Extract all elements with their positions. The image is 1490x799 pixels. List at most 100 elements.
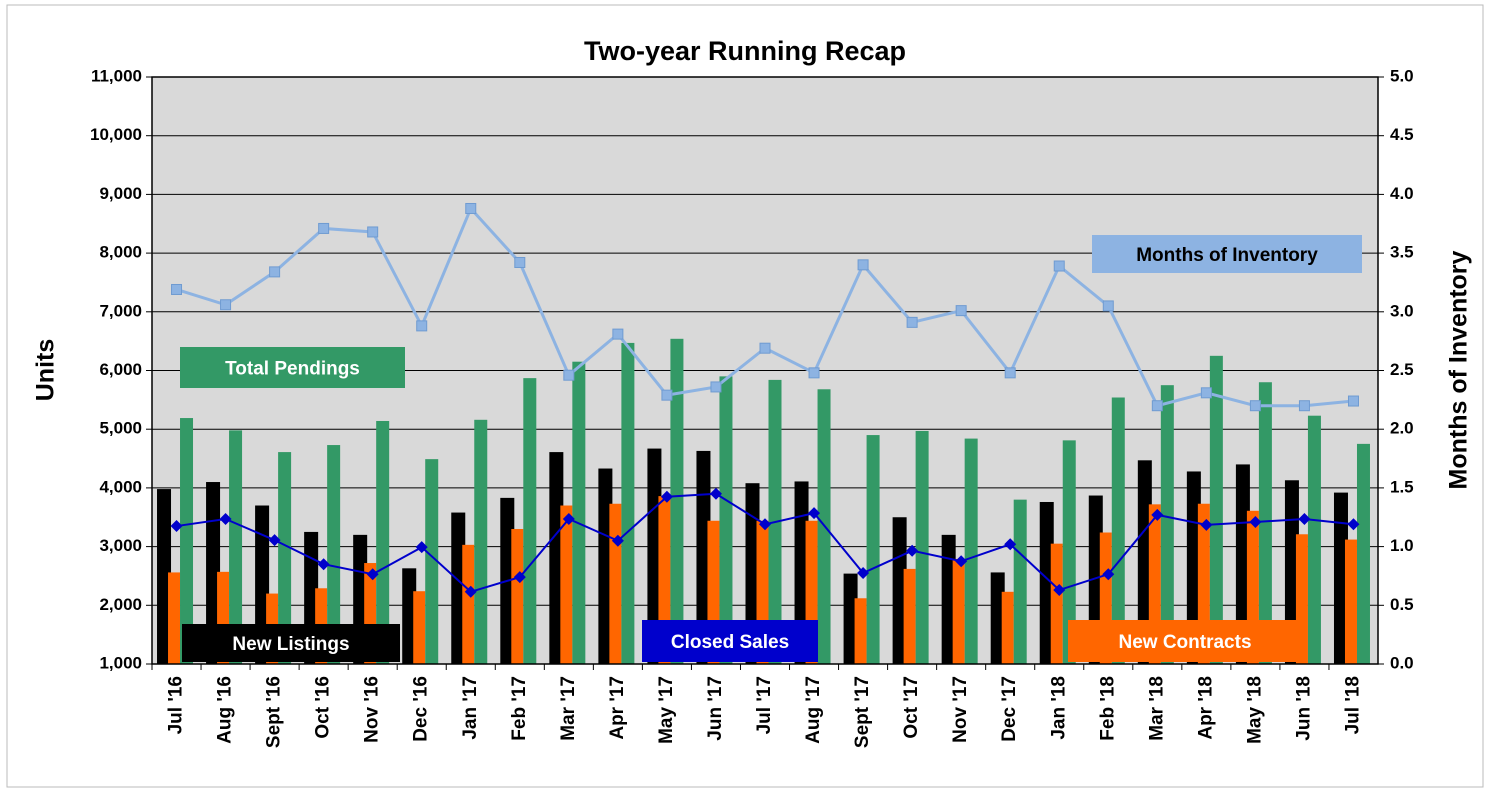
- y-tick-label: 11,000: [91, 66, 142, 85]
- x-tick-label: Sept '17: [852, 676, 873, 748]
- bar: [952, 558, 965, 664]
- x-tick-label: May '17: [656, 676, 677, 744]
- y2-tick-label: 1.0: [1390, 536, 1414, 555]
- marker: [465, 202, 477, 214]
- bar: [903, 568, 916, 664]
- y-axis-label: Units: [32, 339, 60, 402]
- marker: [220, 299, 232, 311]
- bar: [572, 361, 586, 664]
- marker: [1151, 400, 1163, 412]
- marker: [955, 555, 968, 568]
- marker: [171, 283, 183, 295]
- marker: [513, 571, 526, 584]
- marker: [464, 585, 477, 598]
- y2-tick-label: 1.5: [1390, 477, 1414, 496]
- legend-box: [642, 620, 818, 662]
- bar: [621, 342, 635, 664]
- bar: [941, 534, 956, 664]
- bar: [327, 445, 341, 664]
- marker: [1249, 515, 1262, 528]
- x-tick-label: Oct '17: [901, 676, 922, 739]
- legend-box: [180, 347, 405, 388]
- legend-box: [1092, 235, 1362, 273]
- marker: [759, 518, 771, 531]
- bar: [523, 378, 537, 664]
- marker: [709, 487, 722, 500]
- bar: [402, 568, 417, 664]
- marker: [710, 381, 722, 393]
- y-tick-label: 6,000: [99, 360, 142, 379]
- marker: [1053, 260, 1065, 272]
- y2-tick-label: 4.5: [1390, 125, 1414, 144]
- marker: [808, 367, 820, 379]
- x-tick-label: May '18: [1244, 676, 1265, 744]
- marker: [563, 369, 575, 381]
- bar: [549, 452, 564, 664]
- bar: [1013, 499, 1027, 664]
- x-tick-label: Jun '17: [705, 676, 726, 741]
- marker: [1298, 513, 1311, 526]
- x-tick-label: Jan '17: [460, 676, 481, 740]
- bar: [915, 430, 929, 664]
- y2-tick-label: 2.0: [1390, 419, 1414, 438]
- marker: [857, 259, 869, 271]
- bar: [425, 459, 439, 664]
- bar: [1209, 355, 1223, 664]
- marker: [1249, 400, 1261, 412]
- x-tick-label: Jul '17: [754, 676, 775, 734]
- chart-title: Two-year Running Recap: [584, 36, 906, 66]
- y2-tick-label: 3.0: [1390, 301, 1414, 320]
- x-tick-label: Sept '16: [264, 676, 285, 748]
- bar: [1111, 397, 1125, 664]
- marker: [661, 389, 673, 401]
- marker: [955, 305, 967, 317]
- marker: [1200, 387, 1212, 399]
- marker: [367, 226, 379, 238]
- marker: [1102, 300, 1114, 312]
- bar: [1039, 501, 1054, 664]
- x-tick-label: Jul '16: [166, 676, 187, 734]
- bar: [609, 503, 622, 664]
- x-tick-label: Jan '18: [1048, 676, 1069, 740]
- bar: [854, 598, 867, 664]
- x-tick-label: Jul '18: [1342, 676, 1363, 734]
- bar: [1344, 539, 1357, 664]
- marker: [1347, 395, 1359, 407]
- y-tick-label: 9,000: [99, 184, 142, 203]
- x-tick-label: Feb '18: [1097, 676, 1118, 741]
- bar: [206, 482, 221, 664]
- marker: [808, 507, 821, 520]
- marker: [857, 567, 870, 580]
- bar: [1001, 591, 1014, 664]
- bar: [647, 448, 662, 664]
- marker: [317, 558, 330, 571]
- bar: [866, 435, 880, 664]
- bar: [180, 418, 194, 664]
- bar: [990, 572, 1005, 664]
- y-tick-label: 7,000: [99, 301, 142, 320]
- marker: [415, 541, 428, 554]
- marker: [268, 534, 281, 547]
- x-tick-label: Aug '16: [215, 676, 236, 744]
- bar: [843, 573, 858, 664]
- marker: [906, 316, 918, 328]
- x-tick-label: Apr '17: [607, 676, 628, 740]
- x-tick-label: Jun '18: [1293, 676, 1314, 741]
- marker: [1004, 538, 1017, 551]
- y-tick-label: 1,000: [99, 653, 142, 672]
- marker: [514, 256, 526, 268]
- bar: [745, 483, 760, 664]
- y-tick-label: 3,000: [99, 536, 142, 555]
- x-tick-label: Nov '16: [362, 676, 383, 743]
- marker: [660, 490, 673, 503]
- bar: [462, 544, 475, 664]
- x-tick-label: Mar '17: [558, 676, 579, 741]
- x-tick-label: Dec '16: [411, 676, 432, 742]
- x-tick-label: Aug '17: [803, 676, 824, 744]
- marker: [170, 520, 183, 533]
- bar: [1160, 385, 1174, 664]
- marker: [269, 266, 281, 278]
- bar: [1356, 443, 1370, 664]
- bar: [413, 591, 426, 664]
